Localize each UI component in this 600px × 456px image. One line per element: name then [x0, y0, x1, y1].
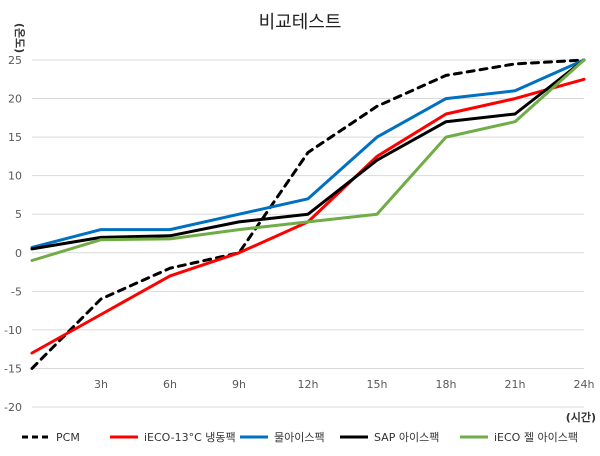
legend-label: 물아이스팩 — [274, 431, 325, 444]
series-line-4 — [30, 58, 586, 262]
x-axis-ticks: 3h 6h 9h 12h 15h 18h 21h 24h — [94, 378, 595, 391]
series-line-3 — [30, 58, 586, 251]
legend-label: iECO-13°C 냉동팩 — [144, 431, 236, 444]
y-tick-label: -15 — [4, 362, 22, 375]
y-tick-label: 15 — [8, 131, 22, 144]
x-axis-title: (시간) — [566, 410, 596, 424]
legend: PCM iECO-13°C 냉동팩 물아이스팩 SAP 아이스팩 iECO 젤 아이스팩 — [22, 431, 578, 444]
series-line-0 — [30, 58, 586, 370]
y-tick-label: -10 — [4, 324, 22, 337]
y-axis-title: (온도) — [13, 23, 26, 53]
y-tick-label: -20 — [4, 401, 22, 414]
x-tick-label: 3h — [94, 378, 108, 391]
legend-label: iECO 젤 아이스팩 — [494, 431, 578, 444]
legend-label: PCM — [56, 431, 80, 444]
x-tick-label: 9h — [232, 378, 246, 391]
y-tick-label: -5 — [11, 285, 22, 298]
y-tick-label: 5 — [15, 208, 22, 221]
series-lines — [30, 58, 586, 370]
chart-title: 비교테스트 — [259, 12, 342, 33]
x-tick-label: 24h — [574, 378, 595, 391]
y-tick-label: 20 — [8, 93, 22, 106]
x-tick-label: 21h — [505, 378, 526, 391]
legend-label: SAP 아이스팩 — [374, 431, 439, 444]
x-tick-label: 18h — [436, 378, 457, 391]
x-tick-label: 15h — [367, 378, 388, 391]
y-axis-ticks: 25 20 15 10 5 0 -5 -10 -15 -20 — [4, 54, 22, 414]
x-tick-label: 12h — [298, 378, 319, 391]
y-tick-label: 10 — [8, 170, 22, 183]
x-tick-label: 6h — [163, 378, 177, 391]
y-tick-label: 0 — [15, 247, 22, 260]
series-line-1 — [30, 77, 586, 355]
gridlines — [32, 59, 584, 408]
y-tick-label: 25 — [8, 54, 22, 67]
series-line-2 — [30, 58, 586, 249]
